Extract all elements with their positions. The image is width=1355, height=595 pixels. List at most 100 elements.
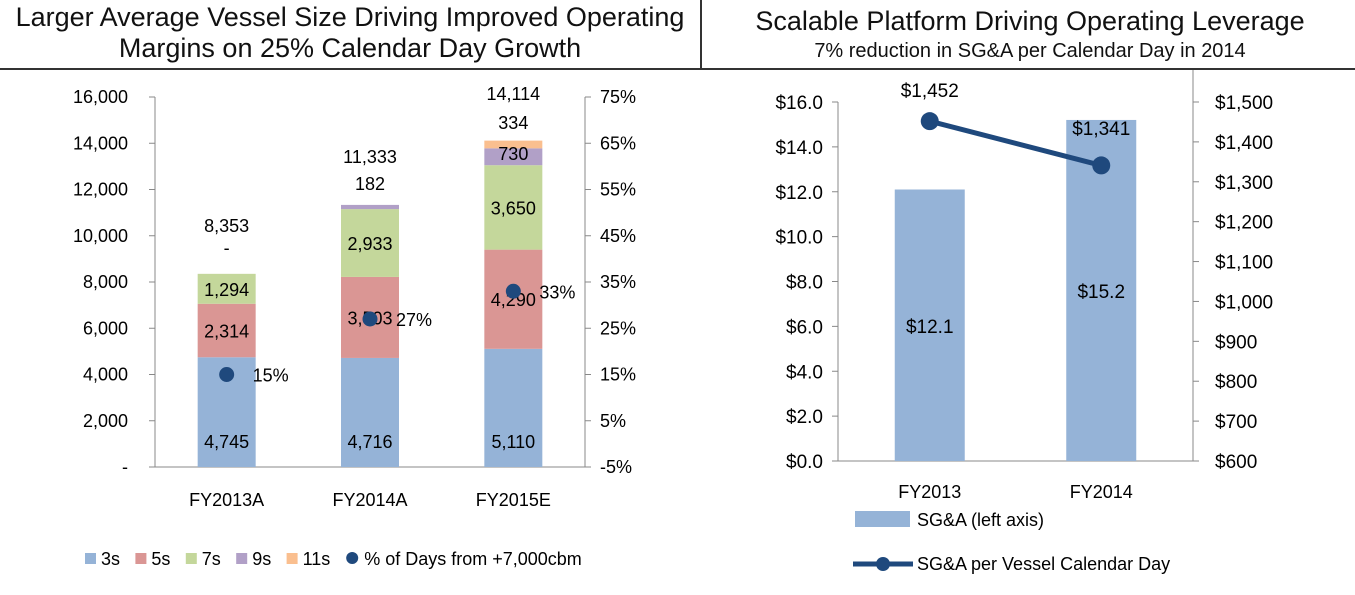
- y-tick-label: 12,000: [73, 180, 128, 200]
- bar-value-label: 1,294: [204, 280, 249, 300]
- bar-value-label: $12.1: [906, 317, 954, 338]
- bar-value-label: 4,290: [491, 290, 536, 310]
- y2-tick-label: $1,100: [1215, 253, 1273, 274]
- y-tick-label: 14,000: [73, 133, 128, 153]
- y2-tick-label: $1,500: [1215, 93, 1273, 114]
- line-point: [219, 367, 235, 382]
- legend-label: 7s: [202, 549, 221, 569]
- y2-tick-label: 45%: [600, 226, 636, 246]
- y-tick-label: 8,000: [83, 272, 128, 292]
- y-tick-label: $10.0: [775, 228, 823, 249]
- bar-value-label: 4,716: [347, 432, 392, 452]
- right-chart-subtitle: 7% reduction in SG&A per Calendar Day in…: [814, 40, 1246, 62]
- y2-tick-label: 25%: [600, 318, 636, 338]
- line-point-label: 27%: [396, 310, 432, 330]
- y-tick-label: $8.0: [786, 273, 823, 294]
- right-chart-title: Scalable Platform Driving Operating Leve…: [755, 6, 1305, 36]
- x-tick-label: FY2013: [898, 482, 961, 502]
- bar-total-label: 14,114: [486, 84, 540, 104]
- line-point: [362, 311, 378, 327]
- bar-segment-7s: [341, 209, 399, 277]
- y2-tick-label: $600: [1215, 452, 1257, 473]
- legend-swatch-3s: [85, 553, 96, 564]
- y-tick-label: 2,000: [83, 411, 128, 431]
- line-point: [1092, 156, 1111, 175]
- y2-tick-label: 35%: [600, 272, 636, 292]
- bar-segment-5s: [197, 303, 256, 358]
- y2-tick-label: $1,400: [1215, 133, 1273, 154]
- bar-value-label-9s: -: [224, 238, 230, 258]
- legend-marker-sga-per-day: [876, 557, 890, 571]
- legend-swatch-11s: [286, 553, 298, 564]
- bar-segment-3s: [341, 357, 399, 467]
- y-tick-label: $12.0: [775, 183, 823, 204]
- y2-tick-label: 15%: [600, 365, 636, 385]
- y2-tick-label: $800: [1215, 372, 1257, 393]
- y-tick-label: 4,000: [83, 365, 128, 385]
- legend-label: 5s: [151, 549, 170, 569]
- line-point-label: 33%: [539, 282, 575, 302]
- y2-tick-label: $700: [1215, 412, 1257, 433]
- bar-sga: [894, 189, 965, 461]
- y-tick-label: 16,000: [73, 87, 128, 107]
- legend-label: % of Days from +7,000cbm: [364, 549, 582, 569]
- line-point-label: $1,452: [901, 81, 959, 102]
- legend-swatch-9s: [236, 553, 248, 564]
- bar-total-label: 11,333: [343, 147, 397, 167]
- line-point-label: 15%: [253, 366, 289, 386]
- y-tick-label: $4.0: [786, 362, 823, 383]
- y2-tick-label: 55%: [600, 180, 636, 200]
- bar-value-label: 2,314: [204, 322, 249, 342]
- x-tick-label: FY2015E: [476, 490, 551, 510]
- legend-label: SG&A (left axis): [917, 510, 1044, 530]
- y2-tick-label: $900: [1215, 332, 1257, 353]
- legend-label: SG&A per Vessel Calendar Day: [917, 554, 1170, 574]
- y2-tick-label: $1,300: [1215, 173, 1273, 194]
- bar-value-label: 5,110: [491, 432, 535, 452]
- bar-value-label-11s: 334: [498, 113, 528, 133]
- y-tick-label: 10,000: [73, 226, 128, 246]
- bar-value-label: $15.2: [1077, 282, 1125, 303]
- bar-segment-11s: [484, 140, 543, 149]
- bar-segment-5s: [484, 249, 543, 349]
- y-tick-label: $6.0: [786, 317, 823, 338]
- y-tick-label: $0.0: [786, 452, 823, 473]
- legend-swatch-5s: [135, 553, 147, 564]
- bar-value-label: 4,745: [204, 432, 249, 452]
- y2-tick-label: $1,000: [1215, 292, 1273, 313]
- bar-sga: [1066, 119, 1137, 461]
- x-tick-label: FY2013A: [189, 490, 264, 510]
- bar-value-label-9s: 182: [355, 174, 385, 194]
- left-chart-title: Larger Average Vessel Size Driving Impro…: [15, 2, 685, 64]
- y2-tick-label: $1,200: [1215, 213, 1273, 234]
- line-point-label: $1,341: [1072, 119, 1130, 140]
- y2-tick-label: 5%: [600, 411, 626, 431]
- y-tick-label: $2.0: [786, 407, 823, 428]
- bar-segment-3s: [484, 348, 543, 467]
- bar-segment-7s: [484, 165, 543, 250]
- y2-tick-label: -5%: [600, 457, 632, 477]
- bar-segment-7s: [197, 273, 256, 304]
- y-tick-label: $14.0: [775, 138, 823, 159]
- y-tick-label: 6,000: [83, 318, 128, 338]
- legend-swatch-sga: [855, 511, 910, 527]
- legend-label: 3s: [101, 549, 120, 569]
- x-tick-label: FY2014A: [332, 490, 407, 510]
- title-divider-line: [0, 68, 1355, 70]
- left-stacked-bar-chart: - 2,000 4,000 6,000 8,000 10,000 12,000 14,000 1…: [73, 84, 636, 569]
- legend-label: 11s: [303, 549, 331, 569]
- line-point: [920, 112, 939, 131]
- bar-value-label: 2,933: [347, 234, 392, 254]
- title-vertical-divider: [700, 0, 702, 70]
- bar-value-label: 3,650: [491, 198, 536, 218]
- x-tick-label: FY2014: [1070, 482, 1133, 502]
- legend-label: 9s: [252, 549, 271, 569]
- bar-value-label-9s: 730: [498, 144, 528, 164]
- bar-segment-9s: [484, 148, 543, 166]
- y-tick-label: -: [122, 457, 128, 477]
- line-point: [505, 283, 521, 299]
- legend-marker-line: [346, 552, 359, 564]
- bar-total-label: 8,353: [204, 216, 249, 236]
- line-sga-per-day: [929, 118, 1102, 168]
